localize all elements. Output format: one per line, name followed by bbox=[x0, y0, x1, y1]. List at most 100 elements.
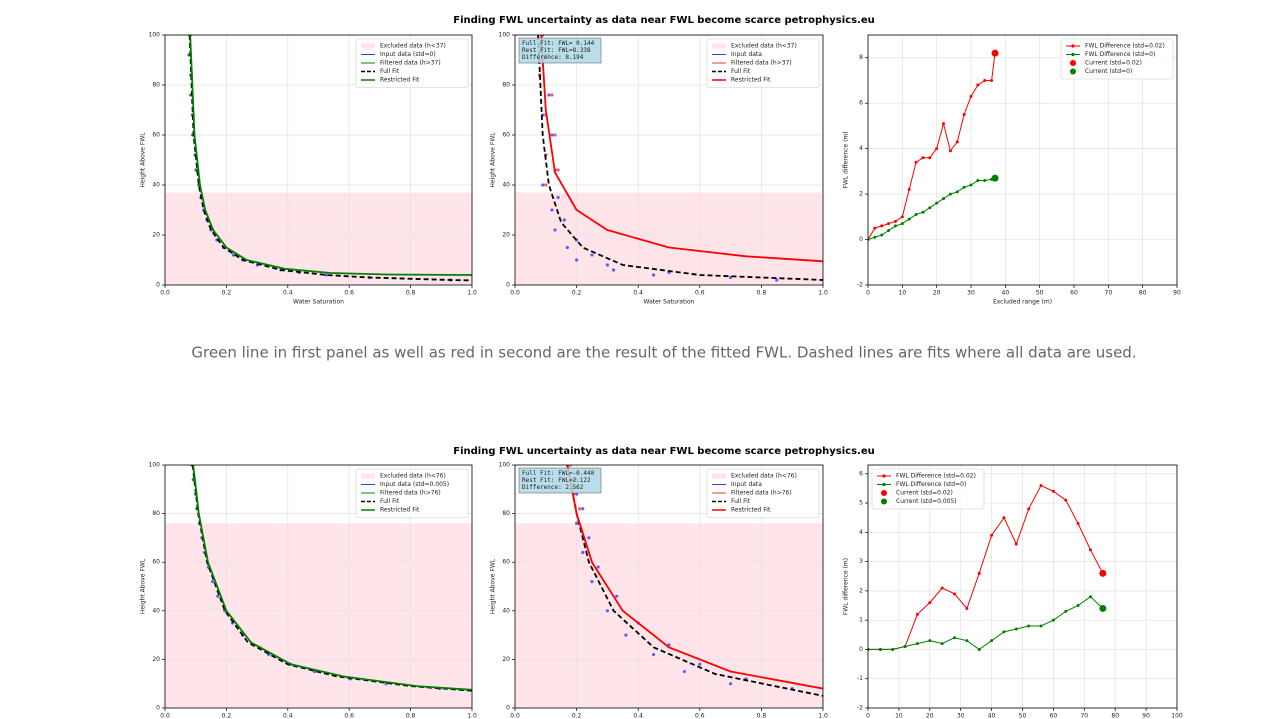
data-point bbox=[1039, 483, 1043, 487]
legend-swatch bbox=[1071, 44, 1075, 48]
series-line bbox=[537, 35, 823, 281]
data-point bbox=[581, 550, 585, 555]
x-tick-label: 90 bbox=[1142, 713, 1150, 719]
data-point bbox=[976, 83, 980, 87]
series-line bbox=[868, 177, 996, 240]
data-point bbox=[550, 93, 554, 97]
data-point bbox=[990, 78, 994, 82]
chart-panel: 0.0 0.2 0.4 0.6 0.8 1.0 0 20 40 60 80 100 Height Abo… bbox=[140, 462, 477, 719]
x-tick-label: 0.2 bbox=[222, 290, 232, 297]
y-tick-label: 5 bbox=[859, 500, 863, 507]
data-point bbox=[231, 253, 236, 257]
legend-label: Excluded data (h<76) bbox=[380, 473, 446, 480]
series-line bbox=[868, 596, 1104, 651]
textbox-line: Difference: 2.562 bbox=[522, 484, 584, 491]
x-tick-label: 0.2 bbox=[572, 290, 582, 297]
x-tick-label: 10 bbox=[895, 713, 903, 719]
plot-frame bbox=[867, 464, 1178, 709]
chart-panel: 0.0 0.2 0.4 0.6 0.8 1.0 0 20 40 60 80 100 Height Abo… bbox=[490, 462, 828, 719]
data-point bbox=[1088, 595, 1092, 599]
textbox-line: Full Fit: FWL= 0.144 bbox=[522, 40, 595, 47]
legend-box bbox=[871, 468, 985, 510]
y-tick-label: 8 bbox=[859, 54, 863, 61]
y-tick-label: 0 bbox=[506, 705, 510, 712]
legend-swatch bbox=[361, 43, 375, 49]
data-point bbox=[891, 647, 895, 651]
x-tick-label: 0.4 bbox=[283, 290, 293, 297]
data-point bbox=[1088, 548, 1092, 552]
x-tick-label: 0.0 bbox=[160, 290, 170, 297]
x-tick-label: 1.0 bbox=[467, 713, 477, 719]
data-point bbox=[887, 228, 891, 232]
data-point bbox=[977, 571, 981, 575]
y-tick-label: 40 bbox=[502, 607, 510, 614]
y-tick-label: -2 bbox=[857, 705, 863, 712]
x-tick-label: 80 bbox=[1139, 290, 1147, 297]
excluded-span bbox=[515, 523, 823, 708]
data-point bbox=[624, 633, 628, 637]
legend-label: Filtered data (h>37) bbox=[380, 60, 441, 67]
series-line bbox=[868, 484, 1104, 650]
data-point bbox=[1064, 498, 1068, 502]
data-point bbox=[928, 601, 932, 605]
y-tick-label: 60 bbox=[152, 559, 160, 566]
data-point bbox=[1051, 618, 1055, 622]
legend-box bbox=[706, 468, 820, 518]
y-tick-label: 60 bbox=[502, 132, 510, 139]
legend-label: Full Fit bbox=[731, 498, 751, 505]
x-tick-label: 50 bbox=[1036, 290, 1044, 297]
y-tick-label: 4 bbox=[859, 145, 863, 152]
data-point bbox=[1051, 489, 1055, 493]
y-tick-label: 20 bbox=[152, 232, 160, 239]
y-tick-label: 100 bbox=[499, 462, 511, 469]
legend-label: Restricted Fit bbox=[731, 77, 771, 84]
y-tick-label: 80 bbox=[502, 82, 510, 89]
x-tick-label: 30 bbox=[957, 713, 965, 719]
chart-panel: 0.0 0.2 0.4 0.6 0.8 1.0 0 20 40 60 80 100 Water Satu… bbox=[140, 32, 477, 306]
y-tick-label: 40 bbox=[152, 607, 160, 614]
data-point bbox=[893, 219, 897, 223]
data-point bbox=[955, 140, 959, 144]
legend: FWL Difference (std=0.02)FWL Difference … bbox=[871, 468, 985, 510]
data-point bbox=[948, 149, 952, 153]
series-line bbox=[868, 53, 996, 240]
data-point bbox=[1076, 604, 1080, 608]
data-point bbox=[587, 536, 591, 540]
y-tick-label: 0 bbox=[156, 282, 160, 289]
data-point bbox=[652, 652, 656, 657]
data-point bbox=[948, 192, 952, 196]
data-point bbox=[900, 222, 904, 226]
legend-label: Full Fit bbox=[380, 68, 400, 75]
textbox-line: Rest Fit: FWL=2.122 bbox=[522, 477, 591, 484]
data-point bbox=[575, 521, 579, 525]
legend-swatch bbox=[882, 482, 886, 487]
data-point bbox=[935, 147, 939, 151]
plot-frame bbox=[514, 34, 824, 286]
legend-label: Current (std=0.02) bbox=[896, 490, 953, 497]
legend-label: Current (std=0) bbox=[1085, 68, 1132, 75]
y-tick-label: 1 bbox=[859, 617, 863, 624]
legend-label: Restricted Fit bbox=[731, 507, 771, 514]
data-point bbox=[942, 122, 946, 126]
data-point bbox=[983, 178, 987, 182]
legend-swatch bbox=[881, 498, 887, 505]
data-point bbox=[921, 156, 925, 160]
legend-label: Filtered data (h>76) bbox=[731, 490, 792, 497]
data-point bbox=[880, 224, 884, 228]
y-tick-label: -2 bbox=[857, 282, 863, 289]
data-point bbox=[914, 160, 918, 164]
data-point bbox=[544, 183, 548, 187]
y-tick-label: -1 bbox=[857, 675, 863, 682]
data-point bbox=[210, 580, 215, 584]
y-tick-label: 2 bbox=[859, 191, 863, 198]
y-axis-label: FWL difference (m) bbox=[843, 131, 850, 188]
legend-label: FWL Difference (std=0) bbox=[896, 481, 966, 488]
data-point bbox=[965, 639, 969, 643]
legend: Excluded data (h<76)Input data (std=0.00… bbox=[355, 468, 469, 518]
data-point bbox=[562, 218, 566, 222]
x-tick-label: 90 bbox=[1173, 290, 1181, 297]
data-point bbox=[903, 645, 907, 649]
